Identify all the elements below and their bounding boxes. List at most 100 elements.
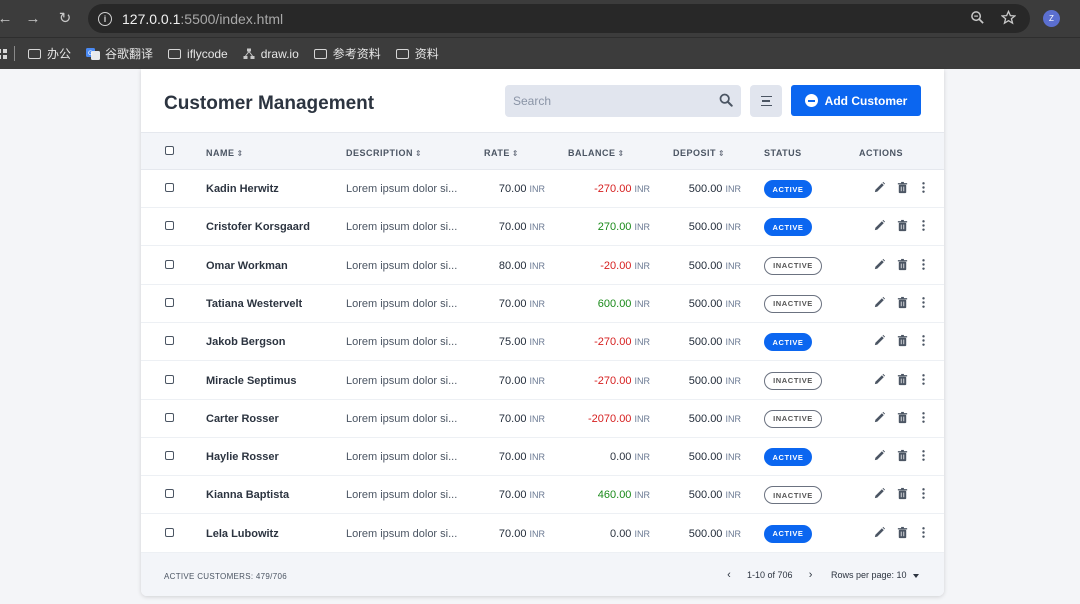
bookmark-star-icon[interactable] — [1001, 10, 1016, 25]
delete-icon[interactable] — [896, 449, 909, 462]
row-checkbox[interactable] — [165, 259, 174, 269]
customer-deposit: 500.00 INR — [688, 259, 741, 272]
folder-icon — [313, 48, 327, 59]
edit-icon[interactable] — [873, 181, 886, 194]
row-checkbox[interactable] — [165, 374, 174, 384]
customer-description: Lorem ipsum dolor si... — [346, 297, 458, 310]
column-header-balance[interactable]: BALANCE ⇕ — [568, 148, 625, 158]
row-checkbox[interactable] — [165, 412, 174, 422]
delete-icon[interactable] — [896, 296, 909, 309]
translate-icon: G — [86, 47, 101, 60]
edit-icon[interactable] — [873, 449, 886, 462]
row-checkbox[interactable] — [165, 451, 174, 461]
sort-icon: ⇕ — [415, 149, 423, 158]
table-row: Jakob Bergson Lorem ipsum dolor si... 75.0… — [141, 323, 944, 362]
row-checkbox[interactable] — [165, 221, 174, 231]
row-checkbox[interactable] — [165, 489, 174, 499]
more-options-icon[interactable] — [917, 449, 930, 462]
status-badge: ACTIVE — [764, 218, 812, 237]
row-checkbox[interactable] — [165, 527, 174, 537]
filter-button[interactable] — [750, 85, 782, 117]
more-options-icon[interactable] — [917, 296, 930, 309]
row-checkbox[interactable] — [165, 297, 174, 307]
customer-description: Lorem ipsum dolor si... — [346, 527, 458, 540]
bookmark-label: 办公 — [47, 47, 72, 61]
table-row: Miracle Septimus Lorem ipsum dolor si... 7… — [141, 362, 944, 400]
bookmark-item[interactable]: draw.io — [243, 47, 299, 61]
customer-balance: -2070.00 INR — [588, 412, 650, 425]
bookmark-item[interactable]: G 谷歌翻译 — [86, 45, 153, 62]
url-host: 127.0.0.1 — [122, 10, 181, 27]
bookmark-label: iflycode — [187, 46, 228, 61]
reload-icon[interactable]: ↻ — [58, 10, 72, 27]
apps-icon[interactable] — [0, 48, 7, 59]
edit-icon[interactable] — [873, 487, 886, 500]
customer-balance: -270.00 INR — [594, 336, 650, 349]
add-customer-button[interactable]: Add Customer — [791, 85, 921, 116]
more-options-icon[interactable] — [917, 411, 930, 424]
column-header-name[interactable]: NAME ⇕ — [206, 148, 244, 158]
more-options-icon[interactable] — [917, 219, 930, 232]
edit-icon[interactable] — [873, 258, 886, 271]
edit-icon[interactable] — [873, 296, 886, 309]
customer-deposit: 500.00 INR — [688, 527, 741, 540]
forward-icon[interactable]: → — [25, 9, 41, 27]
sort-icon: ⇕ — [511, 149, 520, 158]
caret-down-icon — [912, 573, 919, 578]
bookmark-item[interactable]: 参考资料 — [313, 45, 381, 62]
customer-rate: 70.00 INR — [498, 527, 545, 540]
more-options-icon[interactable] — [917, 258, 930, 271]
bookmark-item[interactable]: iflycode — [168, 47, 228, 61]
delete-icon[interactable] — [896, 411, 909, 424]
delete-icon[interactable] — [896, 181, 909, 194]
rows-per-page-select[interactable]: Rows per page: 10 — [831, 570, 919, 580]
customer-rate: 75.00 INR — [498, 336, 545, 349]
prev-page-icon[interactable]: ‹ — [727, 569, 731, 581]
column-header-description[interactable]: DESCRIPTION ⇕ — [346, 148, 423, 158]
folder-icon — [395, 48, 409, 59]
row-checkbox[interactable] — [165, 336, 174, 346]
status-badge: INACTIVE — [764, 256, 822, 275]
status-badge: ACTIVE — [764, 448, 812, 467]
folder-icon — [28, 48, 41, 59]
search-input[interactable] — [513, 94, 703, 108]
more-options-icon[interactable] — [917, 373, 930, 386]
edit-icon[interactable] — [873, 411, 886, 424]
zoom-icon[interactable] — [970, 10, 985, 25]
back-icon[interactable]: ← — [0, 9, 13, 27]
more-options-icon[interactable] — [917, 526, 930, 539]
bookmark-item[interactable]: 资料 — [395, 45, 439, 62]
edit-icon[interactable] — [873, 334, 886, 347]
edit-icon[interactable] — [873, 219, 886, 232]
more-options-icon[interactable] — [917, 181, 930, 194]
delete-icon[interactable] — [896, 334, 909, 347]
delete-icon[interactable] — [896, 373, 909, 386]
active-customers-count: ACTIVE CUSTOMERS: 479/706 — [164, 572, 287, 581]
more-options-icon[interactable] — [917, 334, 930, 347]
next-page-icon[interactable]: › — [808, 569, 813, 581]
column-header-rate[interactable]: RATE ⇕ — [484, 148, 520, 158]
customer-description: Lorem ipsum dolor si... — [346, 412, 458, 425]
delete-icon[interactable] — [896, 526, 909, 539]
page-title: Customer Management — [164, 93, 375, 114]
select-all-checkbox[interactable] — [165, 146, 174, 155]
customer-rate: 70.00 INR — [498, 489, 545, 502]
edit-icon[interactable] — [873, 373, 886, 386]
delete-icon[interactable] — [896, 487, 909, 500]
bookmark-item[interactable]: 办公 — [28, 45, 71, 62]
address-bar[interactable]: i 127.0.0.1:5500/index.html — [88, 4, 1030, 33]
site-info-icon[interactable]: i — [98, 11, 112, 26]
sort-icon: ⇕ — [617, 149, 625, 158]
customer-description: Lorem ipsum dolor si... — [346, 374, 458, 387]
more-options-icon[interactable] — [917, 487, 930, 500]
customer-rate: 80.00 INR — [498, 259, 545, 272]
edit-icon[interactable] — [873, 526, 886, 539]
search-icon[interactable] — [719, 93, 733, 107]
delete-icon[interactable] — [896, 219, 909, 232]
delete-icon[interactable] — [896, 258, 909, 271]
row-checkbox[interactable] — [165, 183, 174, 192]
profile-avatar[interactable]: Z — [1043, 10, 1060, 27]
column-header-deposit[interactable]: DEPOSIT ⇕ — [673, 148, 726, 158]
status-badge: INACTIVE — [764, 294, 822, 313]
customer-rate: 70.00 INR — [498, 374, 545, 387]
